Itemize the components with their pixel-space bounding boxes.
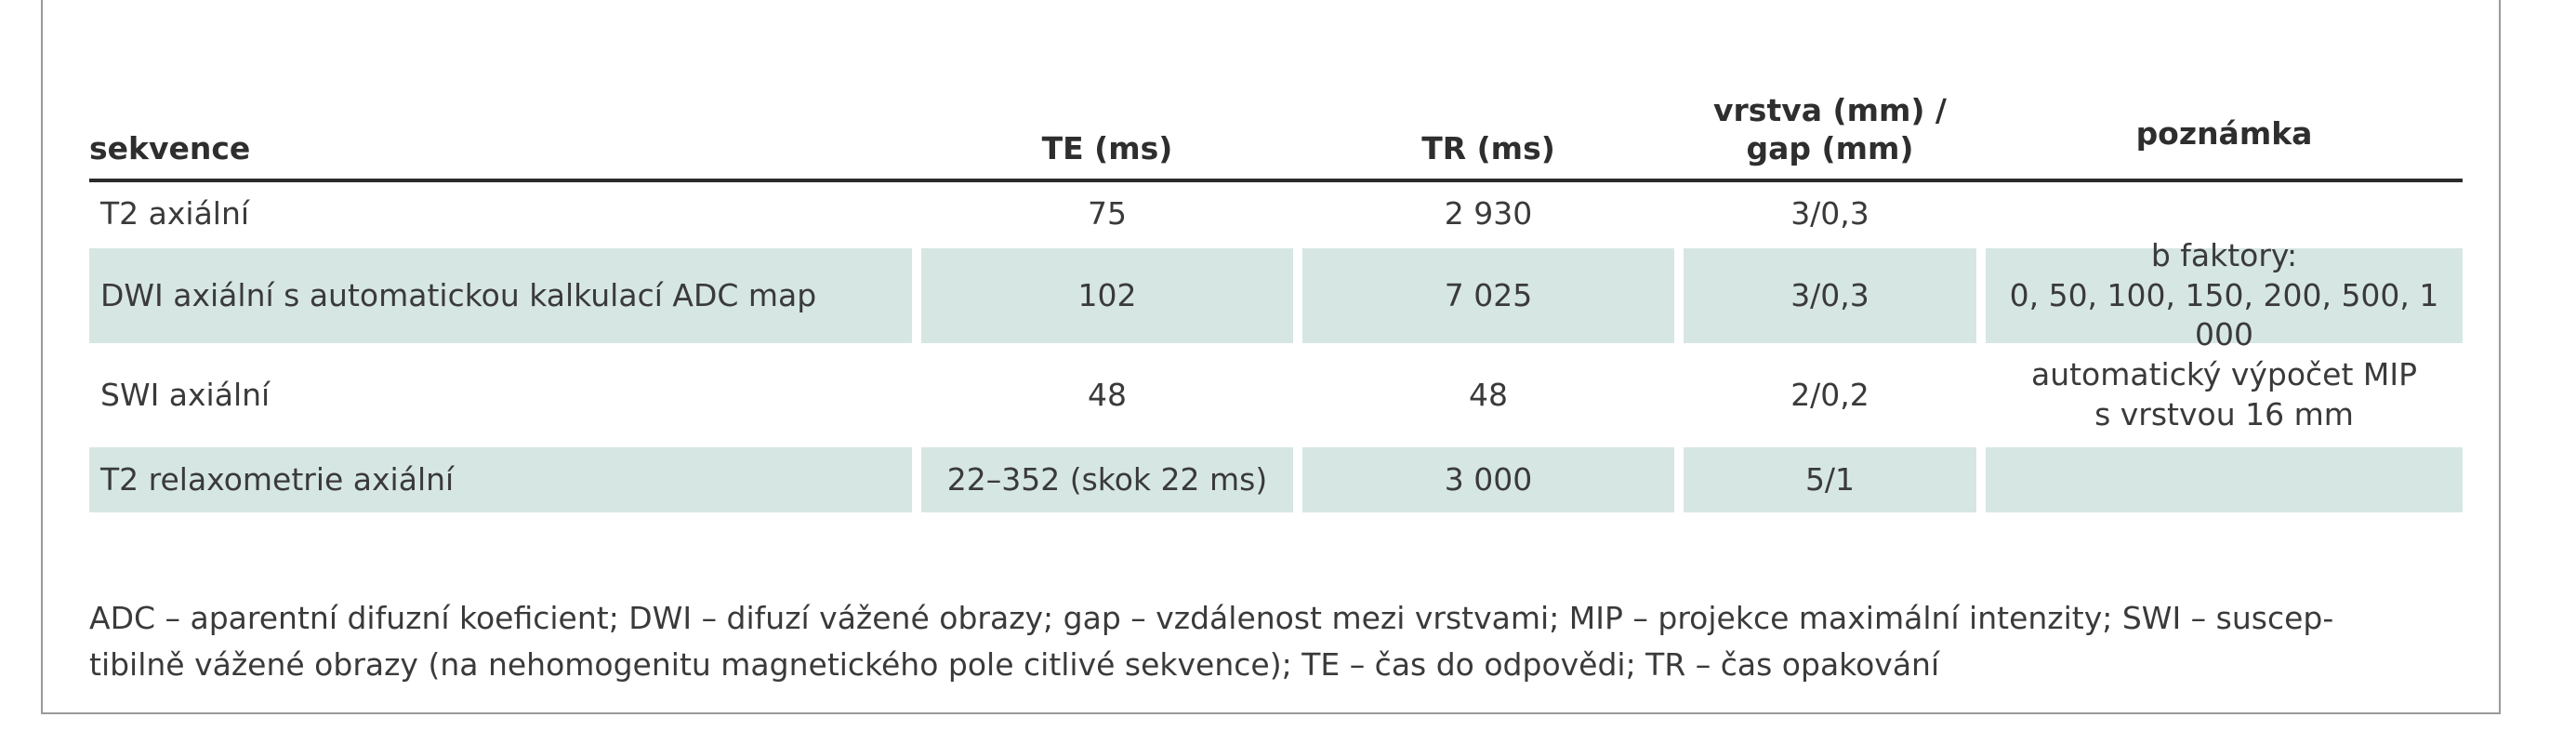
cell-tr: 48 bbox=[1469, 376, 1508, 413]
table-row: DWI axiální s automatickou kalkulací ADC… bbox=[89, 237, 2463, 352]
cell-tr: 3 000 bbox=[1302, 447, 1674, 512]
header-te-text: TE (ms) bbox=[1041, 129, 1173, 166]
table-row: SWI axiální 48 48 2/0,2 automatický výpo… bbox=[89, 348, 2463, 443]
mri-sequence-table: sekvence TE (ms) TR (ms) vrstva (mm) / g… bbox=[89, 0, 2463, 512]
cell-te: 102 bbox=[921, 248, 1293, 343]
cell-poznamka-line2: s vrstvou 16 mm bbox=[2094, 396, 2354, 432]
cell-te: 48 bbox=[1088, 376, 1127, 413]
header-tr: TR (ms) bbox=[1302, 0, 1674, 179]
cell-sekvence: SWI axiální bbox=[100, 376, 271, 413]
header-vrstva-line1: vrstva (mm) / bbox=[1713, 91, 1947, 128]
cell-poznamka-line1: automatický výpočet MIP bbox=[2030, 356, 2417, 393]
cell-sekvence: T2 relaxometrie axiální bbox=[89, 447, 912, 512]
cell-te: 75 bbox=[1088, 194, 1127, 232]
header-poznamka-text: poznámka bbox=[2135, 114, 2313, 152]
table-row: T2 relaxometrie axiální 22–352 (skok 22 … bbox=[89, 447, 2463, 512]
table-row: T2 axiální 75 2 930 3/0,3 bbox=[89, 182, 2463, 244]
cell-poznamka: b faktory: 0, 50, 100, 150, 200, 500, 1 … bbox=[1986, 237, 2463, 352]
cell-poznamka-line2: 0, 50, 100, 150, 200, 500, 1 000 bbox=[2009, 276, 2439, 353]
cell-sekvence: DWI axiální s automatickou kalkulací ADC… bbox=[89, 248, 912, 343]
footnote-line2: tibilně vážené obrazy (na nehomogenitu m… bbox=[89, 646, 1940, 684]
header-te: TE (ms) bbox=[921, 0, 1293, 179]
footnote-line1: ADC – aparentní difuzní koeficient; DWI … bbox=[89, 600, 2334, 636]
header-sekvence: sekvence bbox=[89, 0, 912, 179]
table-footnote: ADC – aparentní difuzní koeficient; DWI … bbox=[89, 595, 2497, 688]
cell-poznamka-line1: b faktory: bbox=[2150, 236, 2298, 273]
cell-vrstva: 3/0,3 bbox=[1684, 248, 1976, 343]
cell-vrstva: 5/1 bbox=[1684, 447, 1976, 512]
table-header: sekvence TE (ms) TR (ms) vrstva (mm) / g… bbox=[89, 0, 2463, 182]
cell-sekvence: T2 axiální bbox=[100, 194, 250, 232]
header-sekvence-text: sekvence bbox=[89, 129, 251, 166]
cell-te: 22–352 (skok 22 ms) bbox=[921, 447, 1293, 512]
header-tr-text: TR (ms) bbox=[1421, 129, 1555, 166]
header-vrstva: vrstva (mm) / gap (mm) bbox=[1684, 0, 1976, 179]
cell-vrstva: 3/0,3 bbox=[1790, 194, 1869, 232]
cell-poznamka bbox=[1986, 182, 2463, 244]
cell-tr: 7 025 bbox=[1302, 248, 1674, 343]
cell-tr: 2 930 bbox=[1444, 194, 1533, 232]
table-frame: sekvence TE (ms) TR (ms) vrstva (mm) / g… bbox=[41, 0, 2501, 714]
cell-poznamka: automatický výpočet MIP s vrstvou 16 mm bbox=[1986, 348, 2463, 443]
cell-vrstva: 2/0,2 bbox=[1790, 376, 1869, 413]
header-vrstva-line2: gap (mm) bbox=[1746, 129, 1914, 166]
cell-poznamka bbox=[1986, 447, 2463, 512]
header-poznamka: poznámka bbox=[1986, 0, 2463, 179]
